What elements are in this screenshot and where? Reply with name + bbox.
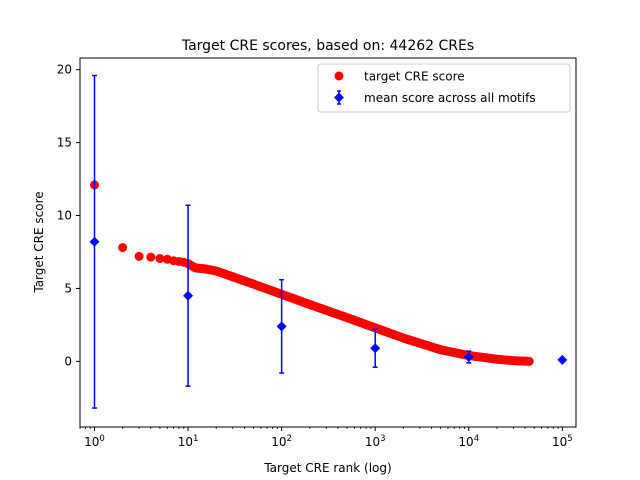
series-target-cre-score [89,180,534,366]
y-tick-label: 15 [57,136,72,150]
target-cre-point [146,252,156,262]
target-cre-point [155,254,165,264]
y-tick-label: 20 [57,63,72,77]
x-tick-label: 100 [84,434,105,449]
y-tick-label: 5 [64,281,72,295]
legend: target CRE score mean score across all m… [317,63,571,113]
mean-score-point [89,236,100,247]
mean-score-point [557,354,568,365]
target-cre-point [134,251,144,261]
legend-marker-mean-score [334,92,344,103]
x-axis-label: Target CRE rank (log) [263,461,391,475]
y-axis-label: Target CRE score [32,191,46,293]
mean-score-point [183,290,194,301]
x-tick-label: 102 [271,434,292,449]
legend-label-mean-score: mean score across all motifs [364,91,536,105]
plot-area [89,74,568,409]
chart-title: Target CRE scores, based on: 44262 CREs [181,38,474,54]
x-tick-label: 104 [458,434,479,449]
x-tick-label: 105 [552,434,573,449]
x-tick-label: 101 [178,434,199,449]
mean-score-point [370,343,381,354]
y-axis: 0 5 10 15 20 [57,63,80,368]
target-cre-point [524,356,534,366]
y-tick-label: 10 [57,209,72,223]
y-tick-label: 0 [64,354,72,368]
x-tick-label: 103 [365,434,386,449]
axes-frame [79,57,577,428]
x-axis: 100 101 102 103 104 105 [79,427,573,449]
mean-score-point [276,321,287,332]
mean-score-point [463,351,474,362]
series-mean-score [89,74,568,409]
legend-frame [317,63,571,113]
legend-marker-target-cre-score [334,71,344,81]
target-cre-point [118,243,128,253]
legend-label-target-cre-score: target CRE score [364,70,465,84]
